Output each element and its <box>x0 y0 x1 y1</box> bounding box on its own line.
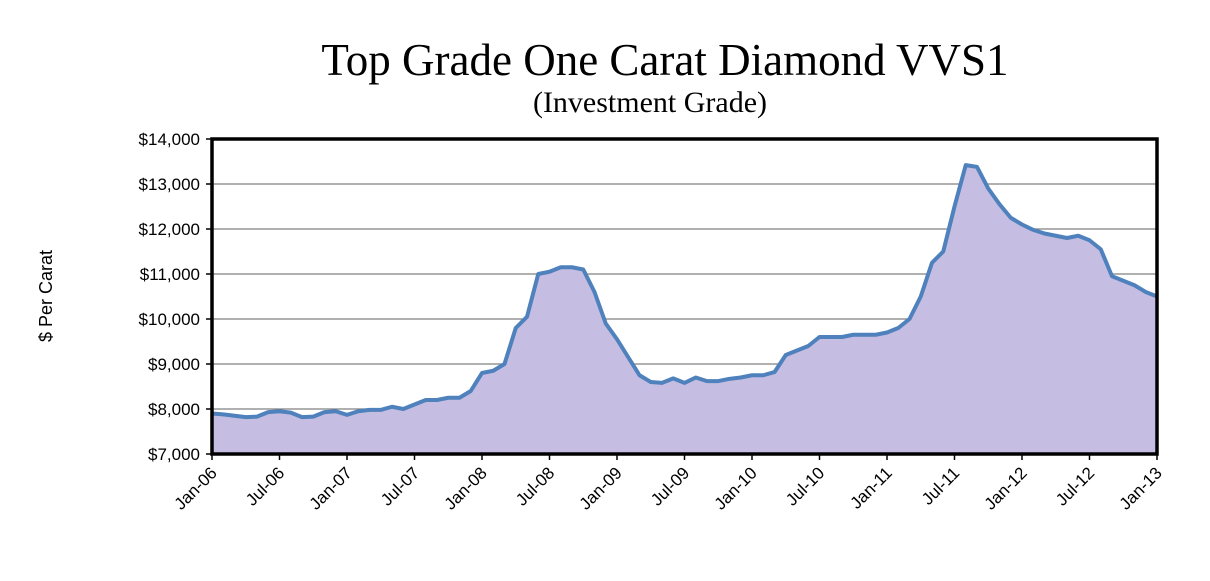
y-tick-label: $8,000 <box>148 400 200 419</box>
x-tick-label: Jul-12 <box>1052 463 1098 509</box>
x-tick-label: Jul-10 <box>782 463 828 509</box>
y-axis: $7,000 $8,000 $9,000 $10,000 $11,000 $12,000 $… <box>139 130 212 464</box>
x-axis: Jan-06 Jul-06 Jan-07 Jul-07 Jan-08 Jul-08 Jan-… <box>171 454 1166 514</box>
x-tick-label: Jul-06 <box>242 463 288 509</box>
y-tick-label: $7,000 <box>148 445 200 464</box>
x-tick-label: Jan-13 <box>1116 463 1166 513</box>
x-tick-label: Jul-08 <box>512 463 558 509</box>
x-tick-label: Jan-09 <box>576 463 626 513</box>
x-tick-label: Jul-11 <box>918 463 963 508</box>
y-tick-label: $14,000 <box>139 130 200 149</box>
series-area <box>212 165 1157 454</box>
y-axis-label: $ Per Carat <box>36 250 56 342</box>
x-tick-label: Jan-06 <box>171 463 221 513</box>
y-tick-label: $10,000 <box>139 310 200 329</box>
x-tick-label: Jan-12 <box>981 463 1031 513</box>
y-tick-label: $11,000 <box>140 265 200 284</box>
x-tick-label: Jan-10 <box>711 463 761 513</box>
x-tick-label: Jul-07 <box>377 463 423 509</box>
series-line <box>211 163 1158 420</box>
y-tick-label: $12,000 <box>139 220 200 239</box>
x-tick-label: Jan-07 <box>306 463 356 513</box>
x-tick-label: Jul-09 <box>647 463 693 509</box>
chart-title: Top Grade One Carat Diamond VVS1 <box>321 35 1009 85</box>
y-tick-label: $9,000 <box>148 355 200 374</box>
y-tick-label: $13,000 <box>139 175 200 194</box>
x-tick-label: Jan-11 <box>847 463 896 512</box>
chart-subtitle: (Investment Grade) <box>532 86 768 119</box>
x-tick-label: Jan-08 <box>441 463 491 513</box>
